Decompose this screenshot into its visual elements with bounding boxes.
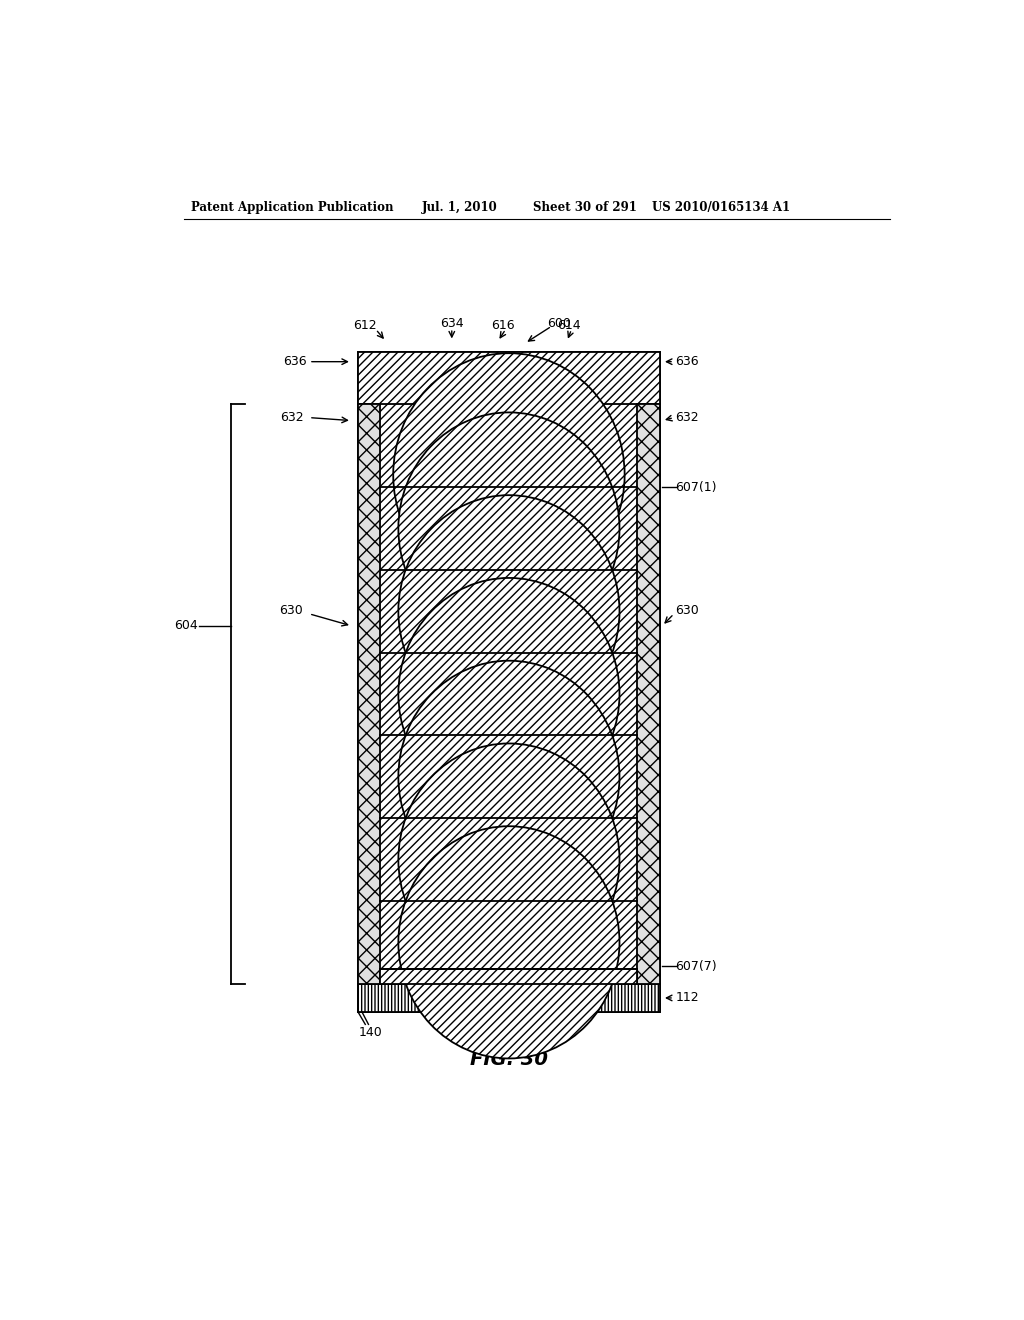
Text: 607(1): 607(1) — [676, 480, 717, 494]
Ellipse shape — [398, 578, 620, 810]
Text: 112: 112 — [676, 991, 699, 1005]
Ellipse shape — [398, 661, 620, 892]
Ellipse shape — [393, 354, 625, 597]
Ellipse shape — [398, 826, 620, 1059]
Text: 630: 630 — [279, 605, 302, 618]
Text: Sheet 30 of 291: Sheet 30 of 291 — [532, 201, 637, 214]
Text: Jul. 1, 2010: Jul. 1, 2010 — [422, 201, 498, 214]
Text: 634: 634 — [440, 317, 464, 330]
Text: 614: 614 — [557, 318, 581, 331]
Text: 612: 612 — [352, 318, 376, 331]
Bar — [638, 404, 659, 983]
Text: 632: 632 — [676, 411, 699, 424]
Bar — [358, 351, 659, 1012]
Text: 604: 604 — [174, 619, 198, 632]
Text: 636: 636 — [283, 355, 306, 368]
Text: 600: 600 — [547, 317, 571, 330]
Text: 616: 616 — [490, 318, 514, 331]
Ellipse shape — [398, 826, 620, 1059]
Text: FIG. 30: FIG. 30 — [470, 1049, 548, 1069]
Ellipse shape — [393, 354, 625, 597]
Ellipse shape — [398, 743, 620, 975]
Bar — [358, 983, 659, 1012]
Text: 140: 140 — [358, 1026, 382, 1039]
Text: 632: 632 — [281, 411, 304, 424]
Ellipse shape — [398, 495, 620, 727]
Bar — [358, 404, 380, 983]
Ellipse shape — [398, 743, 620, 975]
Ellipse shape — [398, 412, 620, 644]
Bar — [358, 351, 659, 404]
Bar — [380, 969, 638, 983]
Ellipse shape — [398, 578, 620, 810]
Ellipse shape — [398, 412, 620, 644]
Text: US 2010/0165134 A1: US 2010/0165134 A1 — [652, 201, 790, 214]
Bar — [380, 404, 638, 983]
Text: 607(7): 607(7) — [676, 960, 717, 973]
Text: 630: 630 — [676, 605, 699, 618]
Ellipse shape — [398, 661, 620, 892]
Text: Patent Application Publication: Patent Application Publication — [191, 201, 394, 214]
Text: 636: 636 — [676, 355, 699, 368]
Ellipse shape — [398, 495, 620, 727]
